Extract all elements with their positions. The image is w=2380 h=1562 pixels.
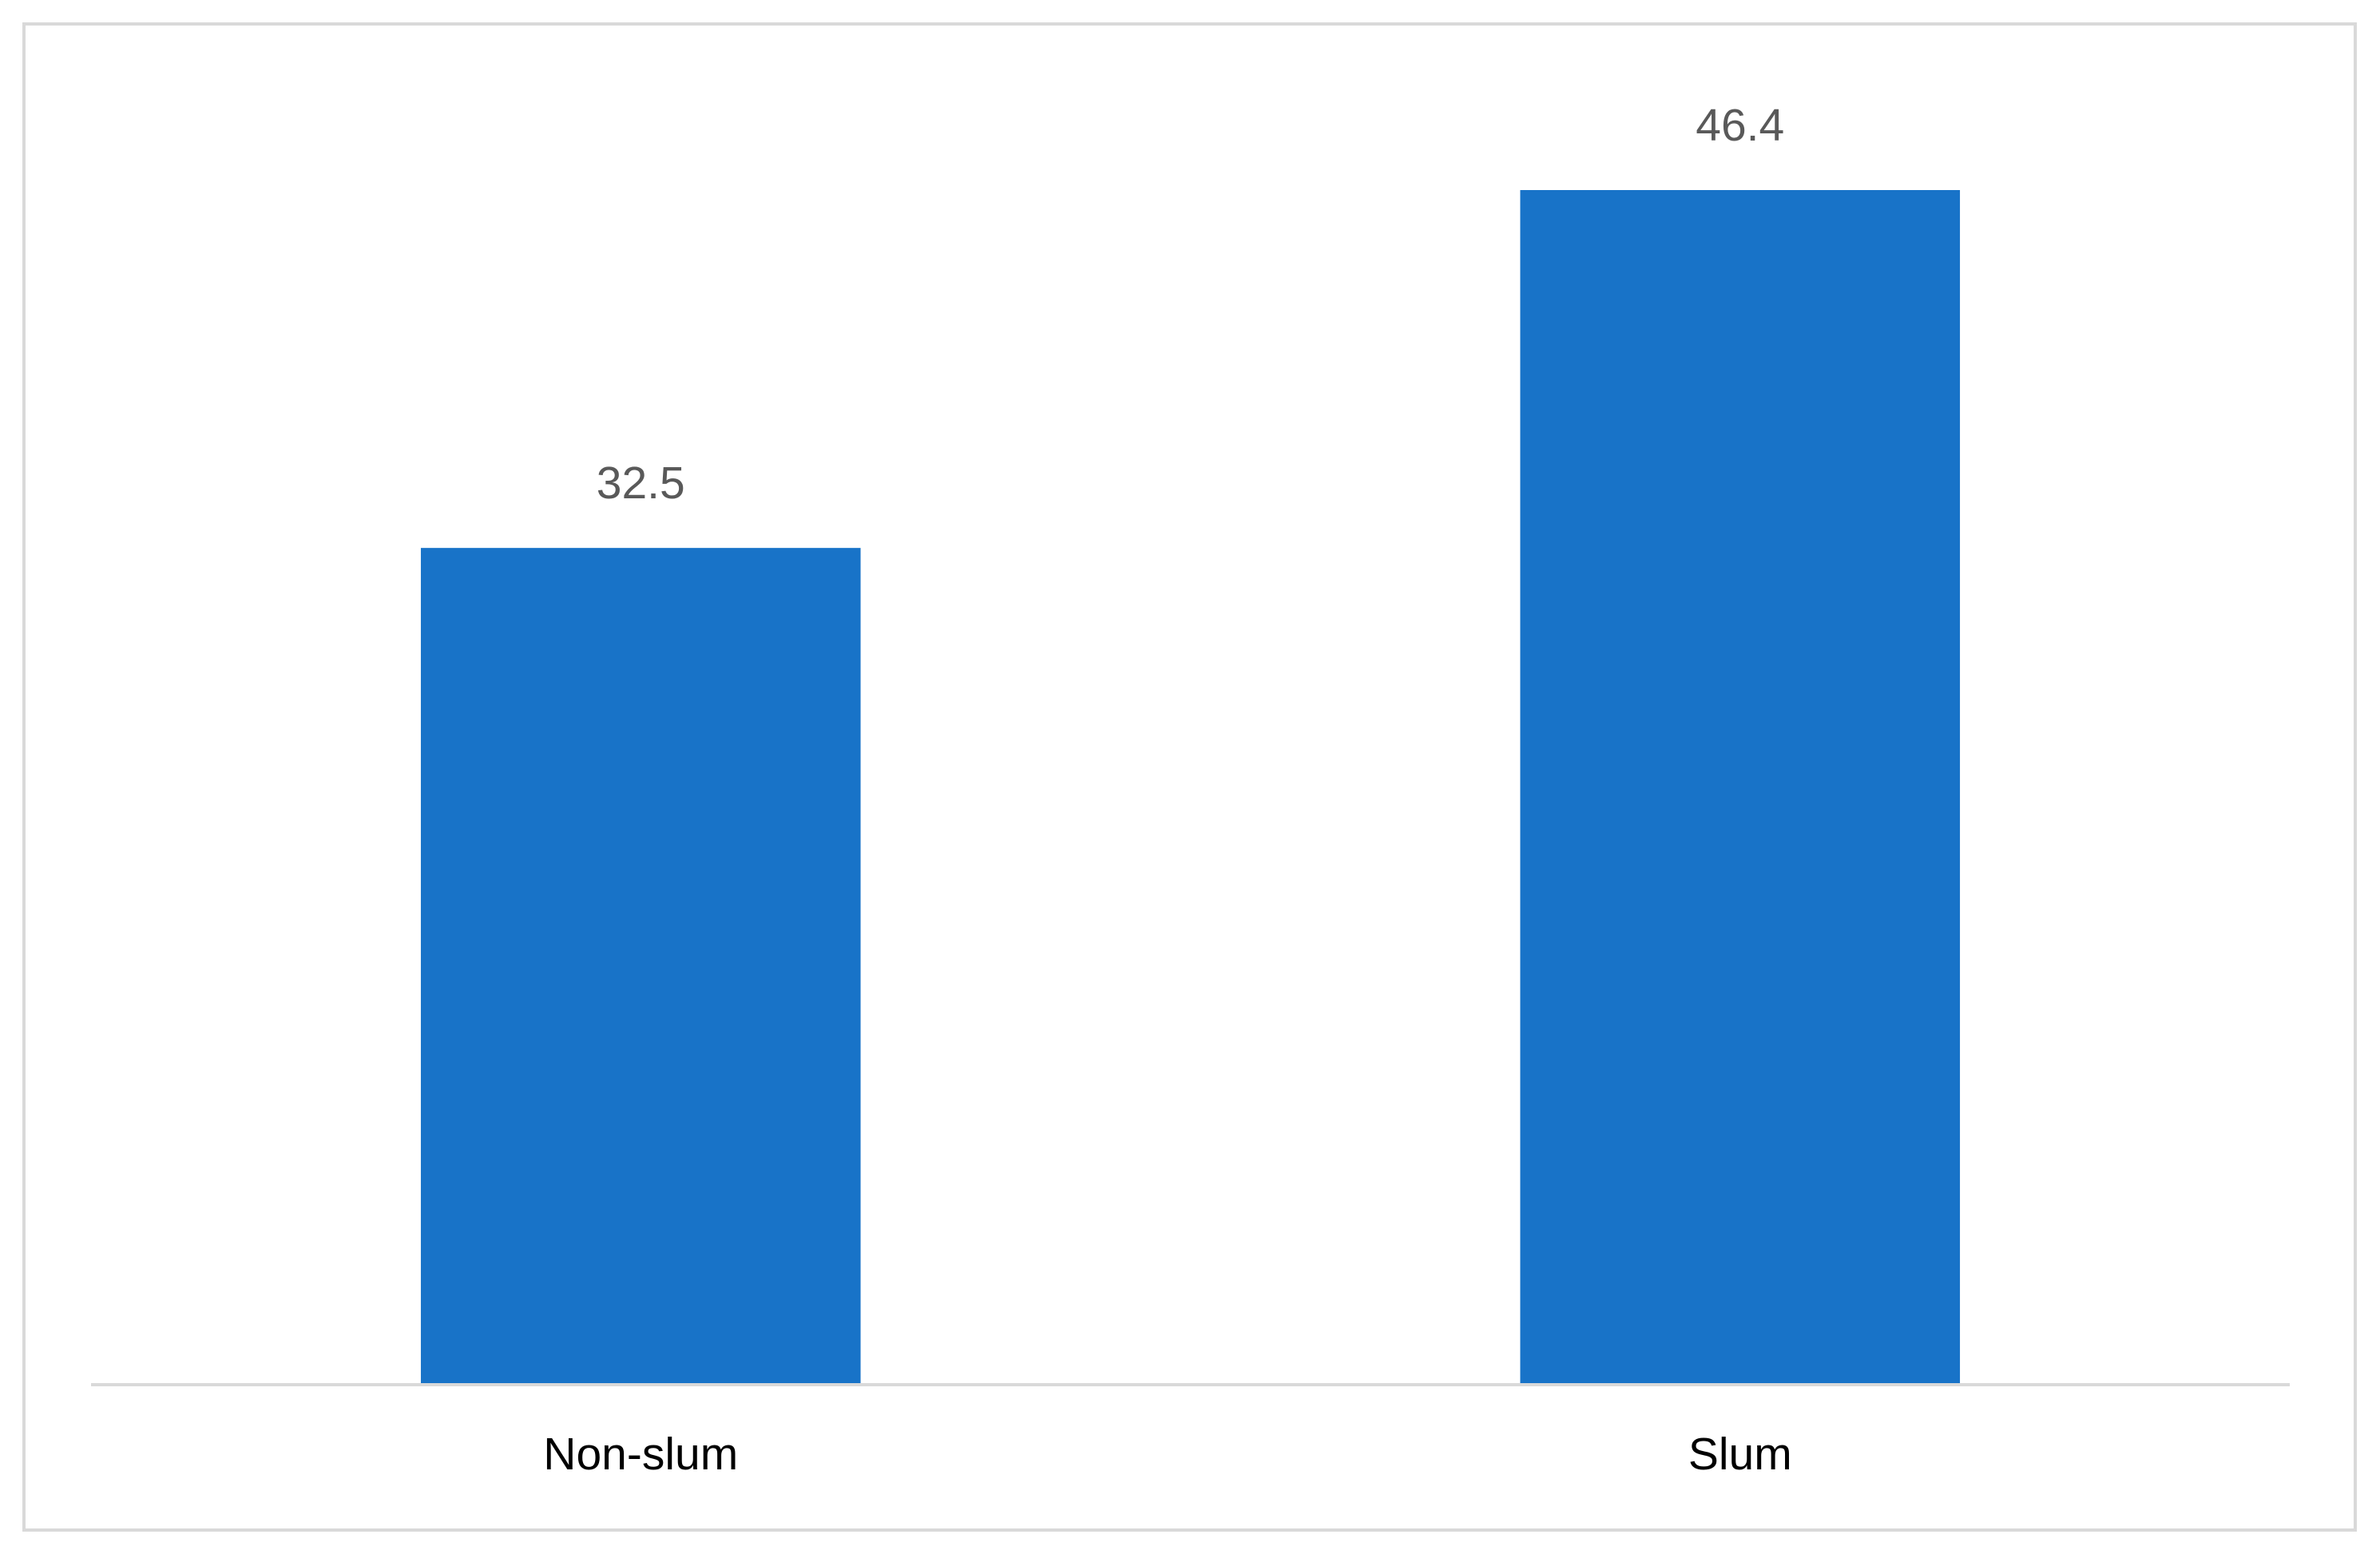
value-label: 46.4 xyxy=(1696,100,1784,151)
bar xyxy=(1520,190,1961,1385)
x-tick-label: Slum xyxy=(1688,1429,1792,1480)
x-tick-label: Non-slum xyxy=(543,1429,738,1480)
value-label: 32.5 xyxy=(597,458,685,509)
chart-border xyxy=(22,22,2357,1532)
bar xyxy=(420,548,861,1385)
